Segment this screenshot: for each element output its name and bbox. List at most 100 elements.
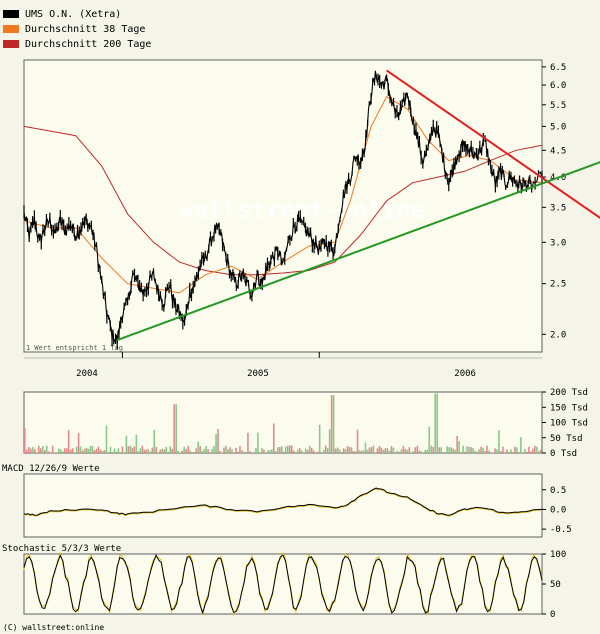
volume-bar [231, 449, 233, 453]
volume-bar [239, 446, 241, 453]
volume-bar [81, 450, 84, 453]
volume-bar [446, 446, 448, 453]
price-ytick-label: 4.5 [550, 146, 566, 156]
volume-bar [414, 447, 417, 453]
volume-ytick-label: 50 Tsd [550, 434, 583, 444]
volume-bar [468, 446, 470, 453]
volume-bar [326, 447, 329, 453]
volume-bar [396, 450, 399, 453]
volume-bar [257, 432, 259, 453]
trend-line-support [116, 161, 600, 341]
volume-bar [512, 452, 514, 453]
volume-bar [149, 451, 152, 453]
volume-bar [211, 448, 213, 453]
volume-bar [506, 449, 508, 453]
volume-bar [378, 446, 381, 453]
volume-bar [462, 445, 464, 453]
volume-bar [143, 449, 146, 453]
volume-bar [516, 447, 518, 453]
volume-bar [67, 430, 70, 453]
macd-ytick-label: 0.0 [550, 505, 566, 515]
volume-bar [374, 452, 377, 453]
price-line [23, 70, 543, 344]
volume-bar [448, 447, 450, 453]
volume-bar [215, 434, 217, 453]
volume-ytick-label: 100 Tsd [550, 419, 588, 429]
volume-bar [458, 441, 460, 453]
volume-bar [205, 445, 207, 453]
volume-bar [267, 450, 269, 453]
volume-bar [127, 446, 130, 453]
volume-bar [388, 450, 391, 453]
volume-bar [93, 450, 96, 453]
volume-bar [354, 451, 357, 453]
volume-bar [237, 451, 239, 453]
volume-bar [51, 445, 54, 453]
volume-bar [101, 451, 104, 453]
volume-bar [472, 447, 474, 453]
volume-bar [117, 448, 120, 453]
volume-bar [524, 449, 526, 453]
volume-bar [119, 452, 122, 453]
volume-bar [508, 451, 510, 453]
ma200-line [23, 125, 543, 276]
volume-bar [55, 452, 58, 453]
volume-bar [25, 449, 28, 453]
volume-bar [229, 447, 231, 453]
volume-bar [306, 449, 309, 453]
volume-bar [402, 445, 405, 453]
volume-bar [95, 448, 98, 453]
volume-bar [404, 448, 407, 453]
footer-copyright: (C) wallstreet:online [3, 623, 104, 632]
volume-bar [281, 446, 283, 453]
volume-bar [24, 428, 26, 453]
volume-bar [279, 447, 281, 453]
volume-bar [532, 448, 534, 453]
volume-bar [296, 449, 299, 453]
volume-bar [308, 445, 311, 453]
volume-bar [340, 451, 343, 453]
volume-bar [318, 424, 321, 453]
stochastic-ytick-label: 100 [550, 550, 566, 560]
volume-bar [277, 447, 279, 453]
volume-bar [334, 448, 337, 453]
volume-bar [392, 447, 395, 453]
volume-bar [444, 451, 446, 453]
volume-bar [288, 445, 291, 453]
volume-bar [304, 448, 307, 453]
volume-bar [502, 446, 504, 453]
volume-bar [83, 448, 86, 453]
volume-bar [43, 450, 46, 453]
volume-bar [201, 450, 203, 453]
volume-bar [133, 446, 136, 453]
macd-panel [23, 473, 543, 538]
macd-title: MACD 12/26/9 Werte [2, 464, 100, 474]
volume-bar [486, 445, 488, 453]
volume-bar [183, 446, 185, 453]
volume-bar [91, 445, 94, 453]
volume-bar [342, 448, 345, 453]
volume-bar [177, 450, 180, 453]
volume-bar [284, 446, 287, 453]
volume-bar [235, 447, 237, 453]
volume-bar [223, 447, 225, 453]
volume-panel [23, 391, 543, 454]
macd-ytick-label: -0.5 [550, 525, 572, 535]
volume-bar [147, 449, 150, 453]
volume-bar [442, 452, 444, 453]
volume-bar [406, 450, 409, 453]
volume-bar [418, 450, 421, 453]
volume-bar [538, 451, 540, 453]
volume-bar [273, 423, 275, 453]
price-xtick-label: 2006 [454, 369, 476, 379]
volume-bar [386, 447, 389, 453]
volume-bar [163, 449, 166, 453]
volume-bar [422, 452, 425, 453]
volume-bar [432, 446, 435, 453]
price-ytick-label: 6.5 [550, 63, 566, 73]
volume-bar [330, 395, 333, 453]
volume-bar [59, 449, 62, 453]
volume-bar [111, 452, 114, 453]
volume-bar [157, 452, 160, 453]
volume-bar [45, 445, 48, 453]
